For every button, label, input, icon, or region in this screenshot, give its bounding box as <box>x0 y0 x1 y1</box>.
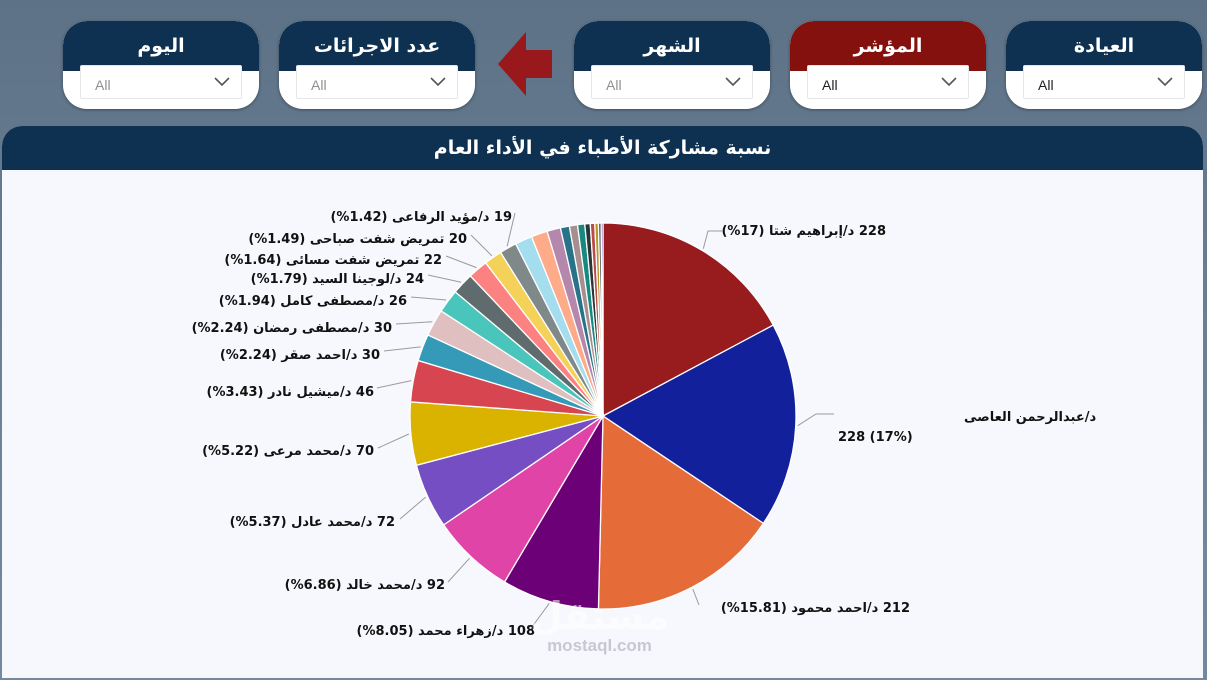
chevron-down-icon <box>430 77 446 87</box>
pie-slice-3[interactable] <box>597 414 765 610</box>
slicer-dropdown-clinic[interactable]: All <box>1023 65 1185 99</box>
slice-label-12: 24 د/لوجينا السيد (1.79%) <box>251 272 424 287</box>
chart-panel: نسبة مشاركة الأطباء في الأداء العام 228 … <box>2 126 1203 678</box>
slice-label-5: 92 د/محمد خالد (6.86%) <box>285 578 445 593</box>
slicer-clinic: العيادة All <box>1006 21 1202 109</box>
slice-label-11: 26 د/مصطفى كامل (1.94%) <box>219 294 407 309</box>
slicer-title: المؤشر <box>790 21 986 71</box>
slicer-indicator: المؤشر All <box>790 21 986 109</box>
slicer-procedures: عدد الاجرائات All <box>279 21 475 109</box>
slicer-month: الشهر All <box>574 21 770 109</box>
slicer-title: اليوم <box>63 21 259 71</box>
slice-label-4: 108 د/زهراء محمد (8.05%) <box>357 624 535 639</box>
leader-line-15 <box>506 212 516 247</box>
leader-line-3 <box>692 588 700 606</box>
slicer-selected-value: All <box>1038 77 1054 93</box>
slice-label-8: 46 د/ميشيل نادر (3.43%) <box>207 385 375 400</box>
slice-label-10: 30 د/مصطفى رمضان (2.24%) <box>192 321 392 336</box>
leader-line-13 <box>445 255 477 269</box>
slicer-dropdown-procedures[interactable]: All <box>296 65 458 99</box>
leader-line-2 <box>797 413 834 427</box>
leader-line-4 <box>531 603 550 628</box>
slicer-dropdown-day[interactable]: All <box>80 65 242 99</box>
leader-line-8 <box>376 380 412 389</box>
leader-line-11 <box>410 296 447 301</box>
slice-label-14: 20 تمريض شفت صباحى (1.49%) <box>248 232 467 247</box>
slicer-title: العيادة <box>1006 21 1202 71</box>
leader-line-14 <box>470 234 493 257</box>
pie-slice-2[interactable] <box>601 324 797 525</box>
leader-line-1 <box>702 230 722 249</box>
pie-slice-26[interactable] <box>600 222 604 417</box>
slice-label-9: 30 د/احمد صقر (2.24%) <box>220 348 380 363</box>
pie-chart: 228 د/إبراهيم شتا (17%) د/عبدالرحمن العاص… <box>192 210 1097 639</box>
slicer-title: الشهر <box>574 21 770 71</box>
chevron-down-icon <box>725 77 741 87</box>
pie-slice-4[interactable] <box>503 413 604 610</box>
leader-line-5 <box>447 557 470 583</box>
slicer-dropdown-month[interactable]: All <box>591 65 753 99</box>
slice-label-3: 212 د/احمد محمود (15.81%) <box>721 601 910 616</box>
slicer-selected-value: All <box>95 77 111 93</box>
slice-label-6: 72 د/محمد عادل (5.37%) <box>230 515 395 530</box>
slicer-day: اليوم All <box>63 21 259 109</box>
leader-line-9 <box>383 346 421 352</box>
slice-label-2: د/عبدالرحمن العاصى <box>964 410 1096 425</box>
leader-line-6 <box>399 496 426 520</box>
slice-label-1: 228 د/إبراهيم شتا (17%) <box>721 224 886 239</box>
slice-label-2-line2: 228 (17%) <box>838 430 913 445</box>
slicer-selected-value: All <box>606 77 622 93</box>
slicer-selected-value: All <box>311 77 327 93</box>
slicer-title: عدد الاجرائات <box>279 21 475 71</box>
leader-line-12 <box>427 274 462 283</box>
pie-slice-1[interactable] <box>602 222 775 418</box>
chevron-down-icon <box>941 77 957 87</box>
slice-label-13: 22 تمريض شفت مسائى (1.64%) <box>224 253 442 268</box>
slicer-selected-value: All <box>822 77 838 93</box>
chart-title: نسبة مشاركة الأطباء في الأداء العام <box>2 126 1203 170</box>
left-arrow-icon <box>498 32 552 96</box>
slice-label-15: 19 د/مؤيد الرفاعى (1.42%) <box>330 210 512 225</box>
slicer-dropdown-indicator[interactable]: All <box>807 65 969 99</box>
leader-line-10 <box>395 321 433 325</box>
leader-line-7 <box>377 433 410 449</box>
slice-label-7: 70 د/محمد مرعى (5.22%) <box>202 444 374 459</box>
chevron-down-icon <box>214 77 230 87</box>
chevron-down-icon <box>1157 77 1173 87</box>
